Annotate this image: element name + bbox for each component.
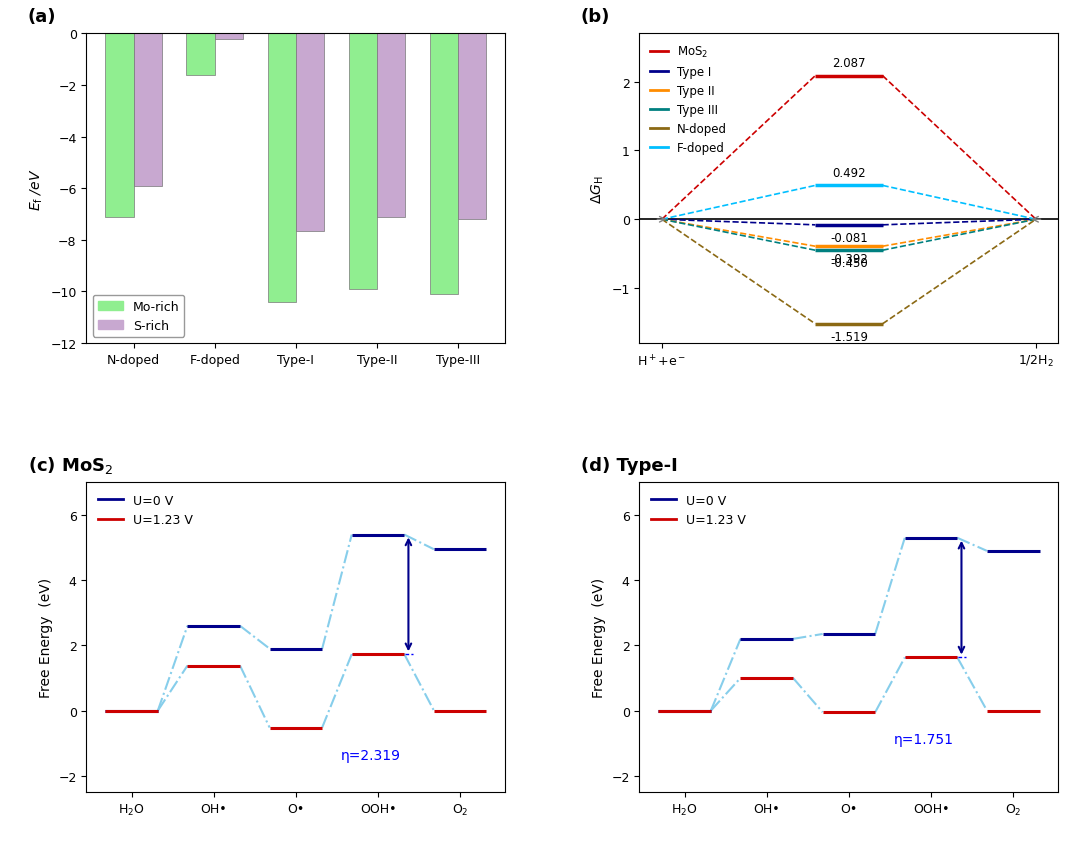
Bar — [458, 34, 486, 220]
Y-axis label: Free Energy  (eV): Free Energy (eV) — [39, 578, 53, 697]
Bar — [430, 34, 458, 294]
Bar — [377, 34, 405, 218]
Bar — [349, 34, 377, 289]
Text: 0.492: 0.492 — [832, 167, 866, 180]
Legend: Mo-rich, S-rich: Mo-rich, S-rich — [93, 295, 185, 338]
Bar — [187, 34, 215, 76]
Y-axis label: Free Energy  (eV): Free Energy (eV) — [592, 578, 606, 697]
Text: (a): (a) — [28, 8, 56, 26]
Text: (c) MoS$_2$: (c) MoS$_2$ — [28, 455, 113, 475]
Text: η=1.751: η=1.751 — [894, 733, 954, 746]
Bar — [106, 34, 134, 218]
Text: -0.450: -0.450 — [831, 257, 868, 270]
Bar — [296, 34, 324, 232]
Bar — [134, 34, 162, 187]
Y-axis label: $\Delta G_{\mathrm{H}}$: $\Delta G_{\mathrm{H}}$ — [590, 175, 606, 203]
Text: (b): (b) — [581, 8, 610, 26]
Text: -0.081: -0.081 — [831, 232, 868, 245]
Bar — [268, 34, 296, 302]
Bar — [215, 34, 243, 40]
Legend: MoS$_2$, Type I, Type II, Type III, N-doped, F-doped: MoS$_2$, Type I, Type II, Type III, N-do… — [646, 40, 732, 159]
Text: -0.392: -0.392 — [829, 253, 868, 266]
Legend: U=0 V, U=1.23 V: U=0 V, U=1.23 V — [646, 489, 751, 531]
Text: η=2.319: η=2.319 — [341, 748, 401, 763]
Text: -1.519: -1.519 — [829, 331, 868, 344]
Text: 2.087: 2.087 — [833, 58, 866, 71]
Y-axis label: $E_{\mathrm{f}}$ /eV: $E_{\mathrm{f}}$ /eV — [28, 168, 44, 210]
Legend: U=0 V, U=1.23 V: U=0 V, U=1.23 V — [93, 489, 198, 531]
Text: (d) Type-I: (d) Type-I — [581, 456, 677, 474]
